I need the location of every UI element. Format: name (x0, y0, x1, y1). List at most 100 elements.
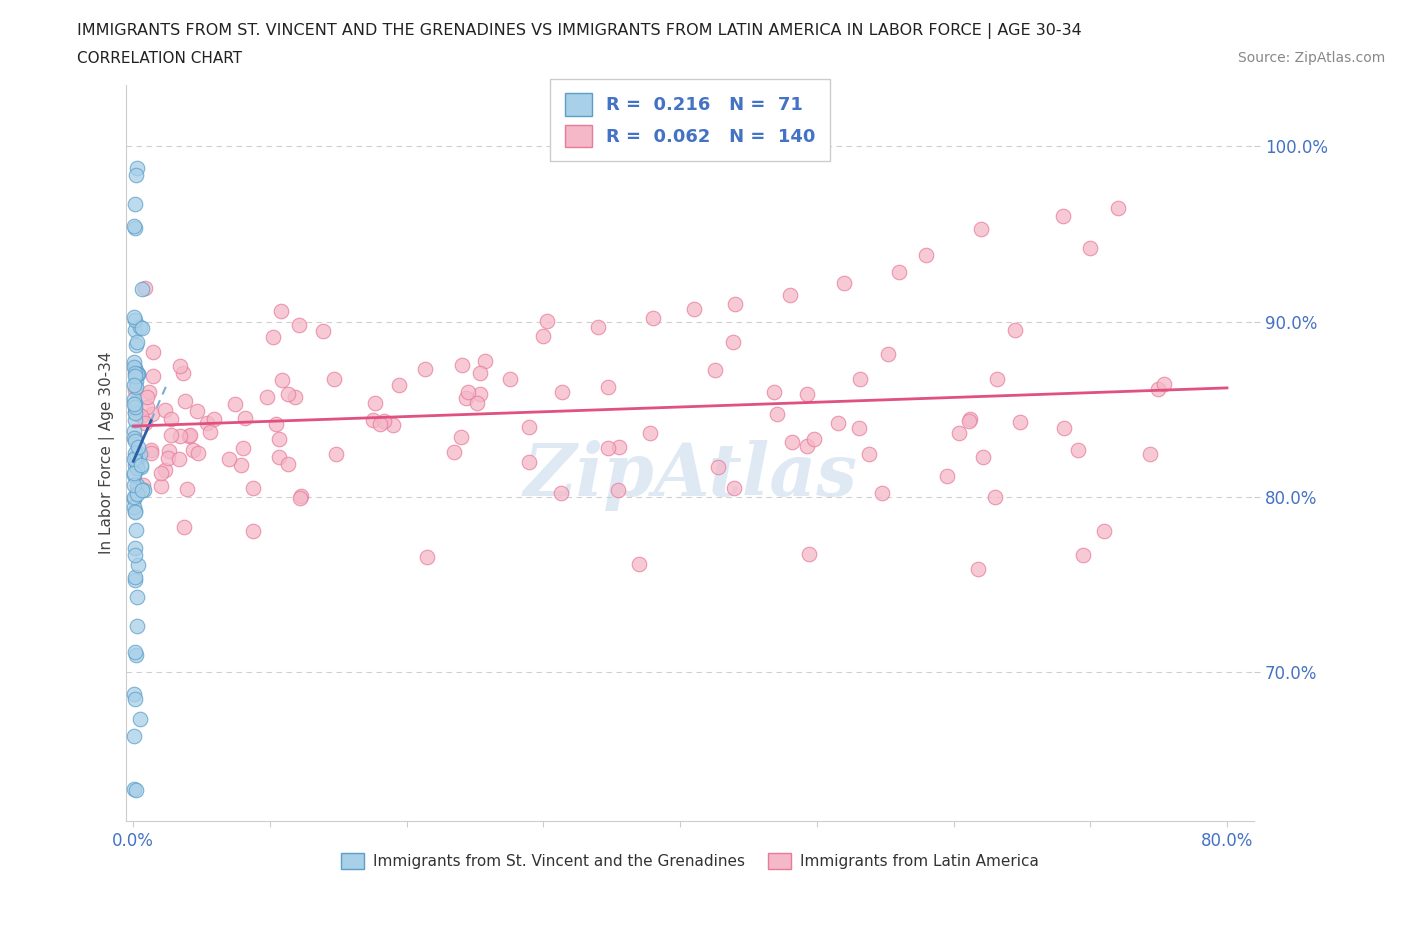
Point (172, 365, 194, 380)
Point (181, 443, 204, 458)
Point (157, 444, 180, 458)
Point (122, 728, 145, 743)
Point (682, 302, 704, 317)
Point (323, 372, 346, 387)
Point (124, 504, 146, 519)
Point (124, 548, 146, 563)
Point (586, 319, 609, 334)
Point (848, 420, 870, 435)
Point (765, 407, 787, 422)
Point (198, 425, 221, 440)
Point (533, 328, 555, 343)
Point (195, 416, 218, 431)
Point (149, 479, 172, 494)
Point (550, 485, 572, 500)
Point (122, 489, 145, 504)
Point (124, 378, 146, 392)
Point (122, 468, 145, 483)
Point (129, 458, 152, 472)
Point (1004, 323, 1026, 338)
Point (269, 432, 291, 446)
Point (796, 387, 818, 402)
Point (124, 368, 146, 383)
Point (122, 499, 145, 514)
Point (373, 414, 395, 429)
Point (142, 369, 165, 384)
Point (132, 483, 155, 498)
Point (641, 311, 664, 325)
Point (128, 446, 150, 461)
Point (124, 431, 146, 445)
Point (125, 618, 148, 633)
Point (129, 408, 152, 423)
Point (202, 411, 225, 426)
Point (125, 523, 148, 538)
Point (1147, 382, 1170, 397)
Point (276, 457, 298, 472)
Point (959, 411, 981, 426)
Point (723, 480, 745, 495)
Point (242, 524, 264, 538)
Point (124, 405, 146, 419)
Point (218, 451, 240, 466)
Point (704, 363, 727, 378)
Point (124, 395, 146, 410)
Point (443, 445, 465, 459)
Point (131, 281, 153, 296)
Point (122, 310, 145, 325)
Point (1052, 209, 1074, 224)
Point (780, 434, 803, 449)
Point (124, 360, 146, 375)
Point (124, 399, 146, 414)
Point (983, 489, 1005, 504)
Point (127, 367, 149, 382)
Point (877, 346, 900, 361)
Point (125, 338, 148, 352)
Point (972, 449, 994, 464)
Point (124, 392, 146, 406)
Point (124, 573, 146, 588)
Point (127, 160, 149, 175)
Point (127, 440, 149, 455)
Point (606, 483, 628, 498)
Point (887, 265, 910, 280)
Point (607, 440, 630, 455)
Point (128, 319, 150, 334)
Point (986, 372, 1008, 387)
Point (967, 562, 990, 577)
Point (174, 393, 197, 408)
Point (127, 557, 149, 572)
Point (153, 463, 176, 478)
Point (124, 221, 146, 236)
Point (176, 482, 198, 497)
Point (127, 478, 149, 493)
Point (288, 317, 311, 332)
Point (125, 335, 148, 350)
Point (122, 465, 145, 480)
Point (284, 390, 307, 405)
Point (915, 247, 938, 262)
Point (450, 429, 472, 444)
Point (124, 455, 146, 470)
Point (179, 428, 201, 443)
Point (827, 416, 849, 431)
Point (551, 384, 574, 399)
Point (173, 519, 195, 534)
Text: CORRELATION CHART: CORRELATION CHART (77, 51, 242, 66)
Point (468, 387, 491, 402)
Point (640, 426, 662, 441)
Point (122, 396, 145, 411)
Point (157, 450, 180, 465)
Point (1107, 200, 1129, 215)
Point (465, 395, 488, 410)
Point (721, 335, 744, 350)
Point (232, 441, 254, 456)
Point (849, 372, 872, 387)
Point (517, 419, 540, 434)
Point (1078, 241, 1101, 256)
Point (267, 449, 290, 464)
Point (177, 429, 200, 444)
Point (122, 781, 145, 796)
Point (127, 483, 149, 498)
Point (125, 782, 148, 797)
